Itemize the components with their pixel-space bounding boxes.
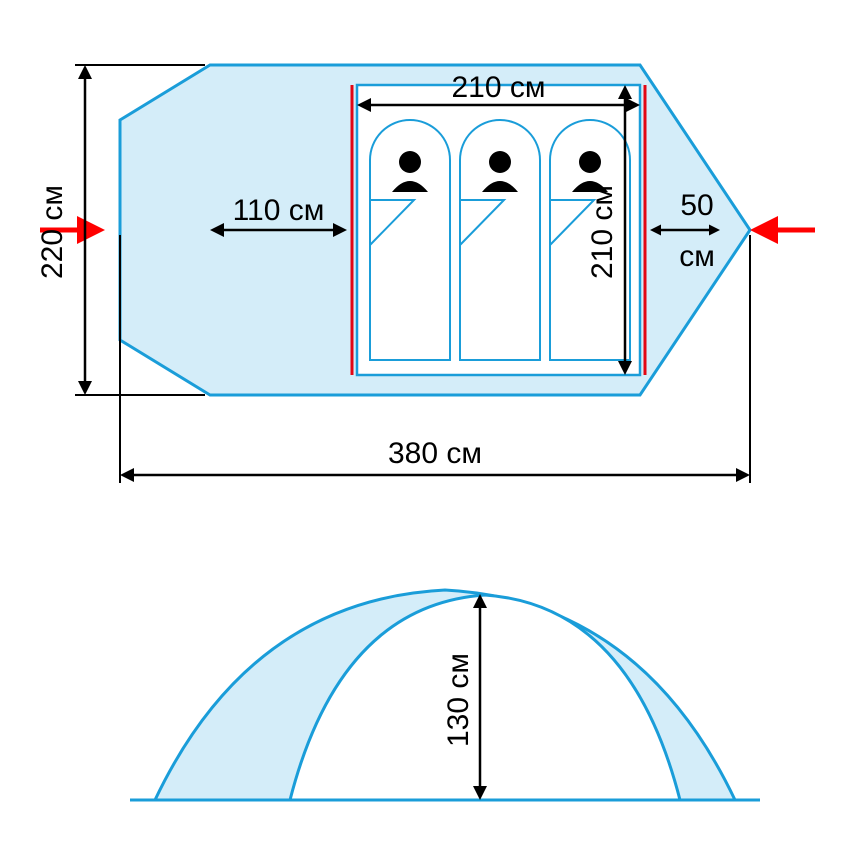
- entry-arrow-left: [77, 216, 105, 244]
- entry-arrow-right: [750, 216, 778, 244]
- label-inner-width: 210 см: [451, 71, 545, 104]
- label-vestibule-110: 110 см: [233, 194, 325, 227]
- side-view: 130 см: [130, 590, 760, 800]
- top-view: 210 см 210 см 110 см 50 см: [40, 65, 815, 395]
- label-width-380: 380 см: [388, 437, 482, 470]
- sleeping-bag-2: [460, 120, 540, 360]
- label-vestibule-50-top: 50: [680, 189, 713, 222]
- tent-diagram: beri.by 210 см 210 см: [0, 0, 850, 850]
- label-tent-height-130: 130 см: [442, 653, 475, 747]
- sleeping-bag-1: [370, 120, 450, 360]
- label-inner-height: 210 см: [586, 185, 619, 279]
- label-height-220: 220 см: [36, 185, 69, 279]
- label-vestibule-50-bottom: см: [679, 240, 715, 273]
